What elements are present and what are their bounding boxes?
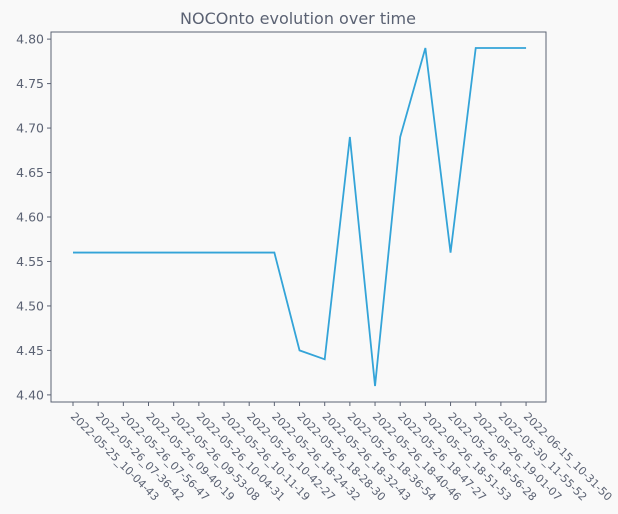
y-tick-label: 4.65: [16, 165, 44, 180]
x-axis: 2022-05-25_10-04-432022-05-26_07-36-4220…: [68, 402, 615, 504]
y-tick-label: 4.70: [16, 121, 44, 136]
y-tick-label: 4.80: [16, 32, 44, 47]
y-axis: 4.40 4.45 4.50 4.55 4.60 4.65 4.70 4.75 4.80: [16, 32, 51, 402]
y-tick-label: 4.60: [16, 210, 44, 225]
y-tick-label: 4.45: [16, 343, 44, 358]
chart-title: NOCOnto evolution over time: [180, 9, 416, 28]
plot-area: [50, 31, 547, 403]
y-tick-label: 4.50: [16, 298, 44, 313]
y-tick-label: 4.75: [16, 76, 44, 91]
y-tick-label: 4.55: [16, 254, 44, 269]
series-line: [73, 47, 527, 387]
y-tick-label: 4.40: [16, 387, 44, 402]
